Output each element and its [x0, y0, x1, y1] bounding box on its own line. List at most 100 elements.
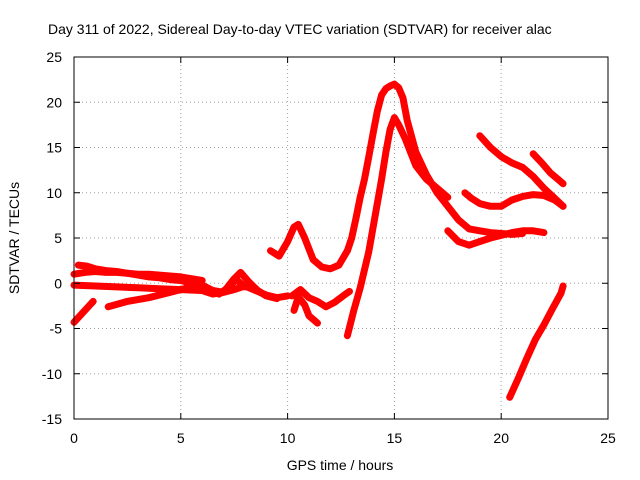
data-point — [224, 284, 231, 291]
data-point — [323, 303, 329, 310]
data-point — [81, 269, 88, 276]
data-point — [530, 227, 537, 234]
data-point — [295, 293, 302, 300]
data-point — [350, 307, 357, 314]
data-point — [487, 144, 494, 151]
data-point — [297, 286, 304, 293]
data-point — [365, 248, 372, 255]
data-point — [83, 263, 90, 270]
data-point — [310, 316, 317, 323]
y-axis-title: SDTVAR / TECUs — [6, 182, 22, 294]
data-point — [540, 185, 547, 192]
data-point — [498, 203, 505, 210]
data-point — [387, 126, 394, 133]
data-point — [216, 291, 223, 298]
data-point — [412, 162, 419, 169]
data-series — [70, 80, 567, 401]
data-point — [353, 215, 359, 222]
y-tick-label: 10 — [46, 185, 62, 201]
data-point — [75, 262, 82, 269]
x-tick-label: 20 — [493, 430, 509, 446]
data-point — [560, 203, 567, 210]
data-point — [267, 247, 274, 254]
data-point — [549, 305, 556, 312]
data-point — [444, 194, 451, 201]
data-point — [395, 121, 402, 128]
data-point — [135, 272, 142, 279]
data-point — [461, 189, 468, 196]
data-point — [434, 185, 441, 192]
data-point — [348, 235, 355, 241]
data-point — [284, 238, 291, 245]
data-point — [156, 274, 163, 281]
y-tick-label: 20 — [46, 94, 62, 110]
data-point — [340, 292, 347, 299]
data-point — [391, 81, 398, 88]
data-point — [156, 285, 163, 292]
x-tick-label: 0 — [70, 430, 78, 446]
y-tick-label: -10 — [42, 366, 62, 382]
data-point — [113, 283, 120, 290]
data-point — [318, 264, 325, 270]
data-point — [301, 235, 308, 241]
data-point — [276, 253, 283, 260]
data-point — [487, 235, 494, 241]
data-point — [310, 256, 317, 263]
data-point — [444, 227, 451, 234]
data-point — [476, 132, 483, 139]
data-point — [327, 265, 334, 272]
data-point — [558, 290, 564, 297]
data-point — [135, 284, 142, 291]
data-point — [252, 287, 259, 294]
data-point — [357, 194, 364, 201]
data-point — [547, 169, 554, 176]
y-tick-label: 15 — [46, 140, 62, 156]
data-point — [508, 159, 515, 166]
data-point — [237, 269, 244, 276]
data-point — [331, 299, 338, 306]
data-point — [540, 229, 547, 236]
chart-title: Day 311 of 2022, Sidereal Day-to-day VTE… — [48, 21, 552, 37]
data-point — [530, 191, 537, 198]
x-axis-title: GPS time / hours — [287, 457, 394, 473]
data-point — [498, 232, 505, 239]
data-point — [508, 197, 515, 203]
data-point — [346, 288, 353, 295]
data-point — [370, 130, 376, 137]
data-point — [378, 92, 385, 98]
data-point — [555, 177, 562, 184]
y-tick-label: 5 — [54, 230, 62, 246]
data-point — [314, 320, 321, 327]
data-point — [167, 289, 174, 296]
data-point — [532, 336, 539, 343]
data-point — [124, 298, 131, 305]
data-point — [103, 267, 109, 274]
y-tick-label: -15 — [42, 411, 62, 427]
data-point — [498, 153, 505, 160]
data-point — [301, 302, 308, 308]
series-line-arc-5 — [104, 276, 249, 311]
data-point — [466, 242, 473, 249]
data-point — [306, 312, 312, 319]
data-point — [519, 193, 526, 200]
data-point — [295, 221, 302, 228]
x-tick-labels: 0 5 10 15 20 25 — [70, 430, 616, 446]
data-point — [273, 294, 280, 301]
x-tick-label: 15 — [387, 430, 403, 446]
data-point — [476, 238, 483, 245]
data-point — [399, 94, 406, 101]
data-point — [188, 283, 195, 290]
series-line-arc-11 — [444, 227, 548, 249]
data-point — [335, 262, 342, 269]
data-point — [423, 176, 430, 183]
data-point — [357, 284, 364, 291]
data-point — [476, 227, 483, 234]
data-point — [382, 149, 389, 155]
data-point — [444, 203, 451, 210]
data-point — [361, 176, 368, 183]
axis-ticks — [73, 56, 609, 420]
data-point — [231, 286, 238, 293]
data-point — [374, 108, 381, 115]
